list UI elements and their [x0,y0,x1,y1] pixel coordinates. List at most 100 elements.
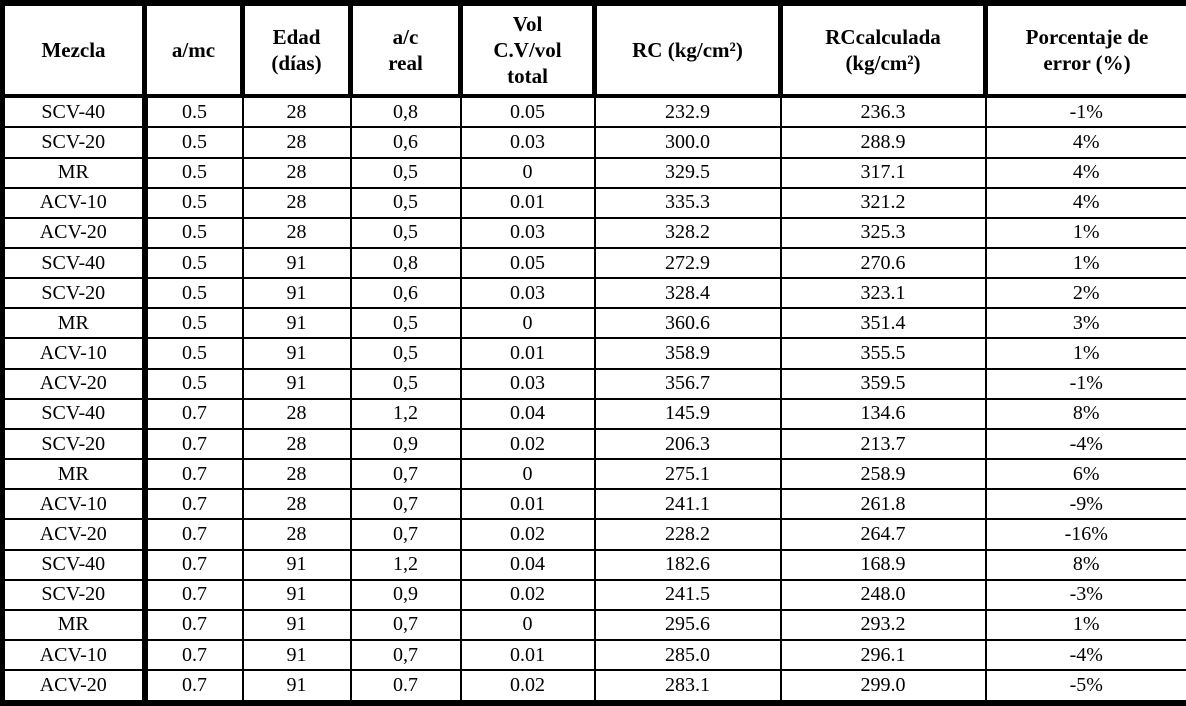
table-cell: ACV-10 [0,639,148,672]
table-cell: ACV-20 [0,518,148,551]
header-cell: a/c real [348,0,463,98]
table-cell: 321.2 [779,186,987,219]
table-cell: 28 [241,156,352,189]
table-cell: 0,5 [349,186,462,219]
table-cell: 0.04 [459,397,596,430]
table-cell: 0.7 [143,488,244,521]
table-cell: 0.7 [143,639,244,672]
table-cell: 0,6 [349,126,462,159]
table-cell: 0.01 [459,186,596,219]
table-cell: 248.0 [779,578,987,611]
table-cell: 0.7 [143,608,244,642]
table-cell: 0.03 [459,367,596,400]
table-cell: 28 [241,488,352,521]
table-cell: -1% [984,93,1186,129]
table-row: MR 0.5 28 0,5 0 329.5 317.1 4% [0,156,1186,189]
table-row: ACV-20 0.5 91 0,5 0.03 356.7 359.5 -1% [0,367,1186,400]
header-cell: Mezcla [0,0,147,98]
table-cell: 258.9 [779,458,987,491]
table-cell: 283.1 [593,669,782,706]
table-cell: SCV-20 [0,126,148,159]
table-cell: ACV-10 [0,488,148,521]
table-cell: 91 [241,307,352,340]
table-cell: 1% [984,608,1186,642]
table-cell: 0,7 [349,488,462,521]
table-cell: 0.7 [349,669,462,706]
table-cell: 275.1 [593,458,782,491]
table-cell: 0.05 [459,93,596,129]
table-cell: 0.7 [143,458,244,491]
table-cell: 91 [241,246,352,280]
table-cell: 0 [459,307,596,340]
table-cell: 28 [241,126,352,159]
table-row: SCV-20 0.7 28 0,9 0.02 206.3 213.7 -4% [0,427,1186,461]
table-cell: 0.5 [143,216,244,250]
table-row: SCV-40 0.5 91 0,8 0.05 272.9 270.6 1% [0,246,1186,280]
table-cell: MR [0,608,148,642]
table-cell: 0,7 [349,639,462,672]
table-cell: -4% [984,639,1186,672]
table-cell: ACV-20 [0,669,148,706]
table-cell: 91 [241,669,352,706]
table-cell: SCV-20 [0,578,148,611]
table-cell: MR [0,156,148,189]
table-cell: 206.3 [593,427,782,461]
table-cell: -9% [984,488,1186,521]
table-row: SCV-20 0.5 28 0,6 0.03 300.0 288.9 4% [0,126,1186,159]
table-cell: 91 [241,548,352,581]
table-cell: MR [0,458,148,491]
table-cell: 296.1 [779,639,987,672]
table-cell: 0.5 [143,337,244,370]
table-cell: 299.0 [779,669,987,706]
table-cell: 241.5 [593,578,782,611]
table-cell: 335.3 [593,186,782,219]
table-cell: 28 [241,427,352,461]
table-cell: 0,9 [349,427,462,461]
table-cell: 236.3 [779,93,987,129]
table-cell: 0.5 [143,186,244,219]
table-cell: 28 [241,93,352,129]
table-cell: 228.2 [593,518,782,551]
table-cell: 182.6 [593,548,782,581]
table-cell: 270.6 [779,246,987,280]
table-cell: ACV-20 [0,367,148,400]
table-header: Mezcla a/mc Edad (días) a/c real Vol C.V/vol… [0,0,1186,98]
table-cell: 91 [241,608,352,642]
table-row: SCV-40 0.7 91 1,2 0.04 182.6 168.9 8% [0,548,1186,581]
table-cell: 293.2 [779,608,987,642]
table-cell: 0.02 [459,518,596,551]
table-cell: 359.5 [779,367,987,400]
table-cell: 1% [984,216,1186,250]
table-cell: 0.01 [459,337,596,370]
table-row: ACV-20 0.7 28 0,7 0.02 228.2 264.7 -16% [0,518,1186,551]
table-cell: 0,5 [349,337,462,370]
table-cell: 0.5 [143,156,244,189]
table-row: SCV-40 0.7 28 1,2 0.04 145.9 134.6 8% [0,397,1186,430]
table-cell: 0,8 [349,93,462,129]
table-cell: 91 [241,337,352,370]
table-cell: 0.7 [143,578,244,611]
table-cell: 0 [459,156,596,189]
table-cell: 0.02 [459,578,596,611]
table-cell: 261.8 [779,488,987,521]
table-cell: SCV-40 [0,93,148,129]
table-row: SCV-20 0.7 91 0,9 0.02 241.5 248.0 -3% [0,578,1186,611]
table-row: ACV-10 0.7 28 0,7 0.01 241.1 261.8 -9% [0,488,1186,521]
table-cell: 0.5 [143,126,244,159]
table-row: ACV-20 0.7 91 0.7 0.02 283.1 299.0 -5% [0,669,1186,706]
table-cell: 355.5 [779,337,987,370]
table-cell: -1% [984,367,1186,400]
table-cell: 0.5 [143,367,244,400]
table-cell: 285.0 [593,639,782,672]
table-cell: 2% [984,277,1186,310]
table-cell: 91 [241,578,352,611]
table-cell: 328.2 [593,216,782,250]
table-cell: 0.02 [459,427,596,461]
table-cell: 0.7 [143,518,244,551]
table-cell: 1% [984,337,1186,370]
header-cell: Porcentaje de error (%) [983,0,1186,98]
table-cell: 213.7 [779,427,987,461]
table-cell: 91 [241,367,352,400]
table-cell: 1,2 [349,548,462,581]
